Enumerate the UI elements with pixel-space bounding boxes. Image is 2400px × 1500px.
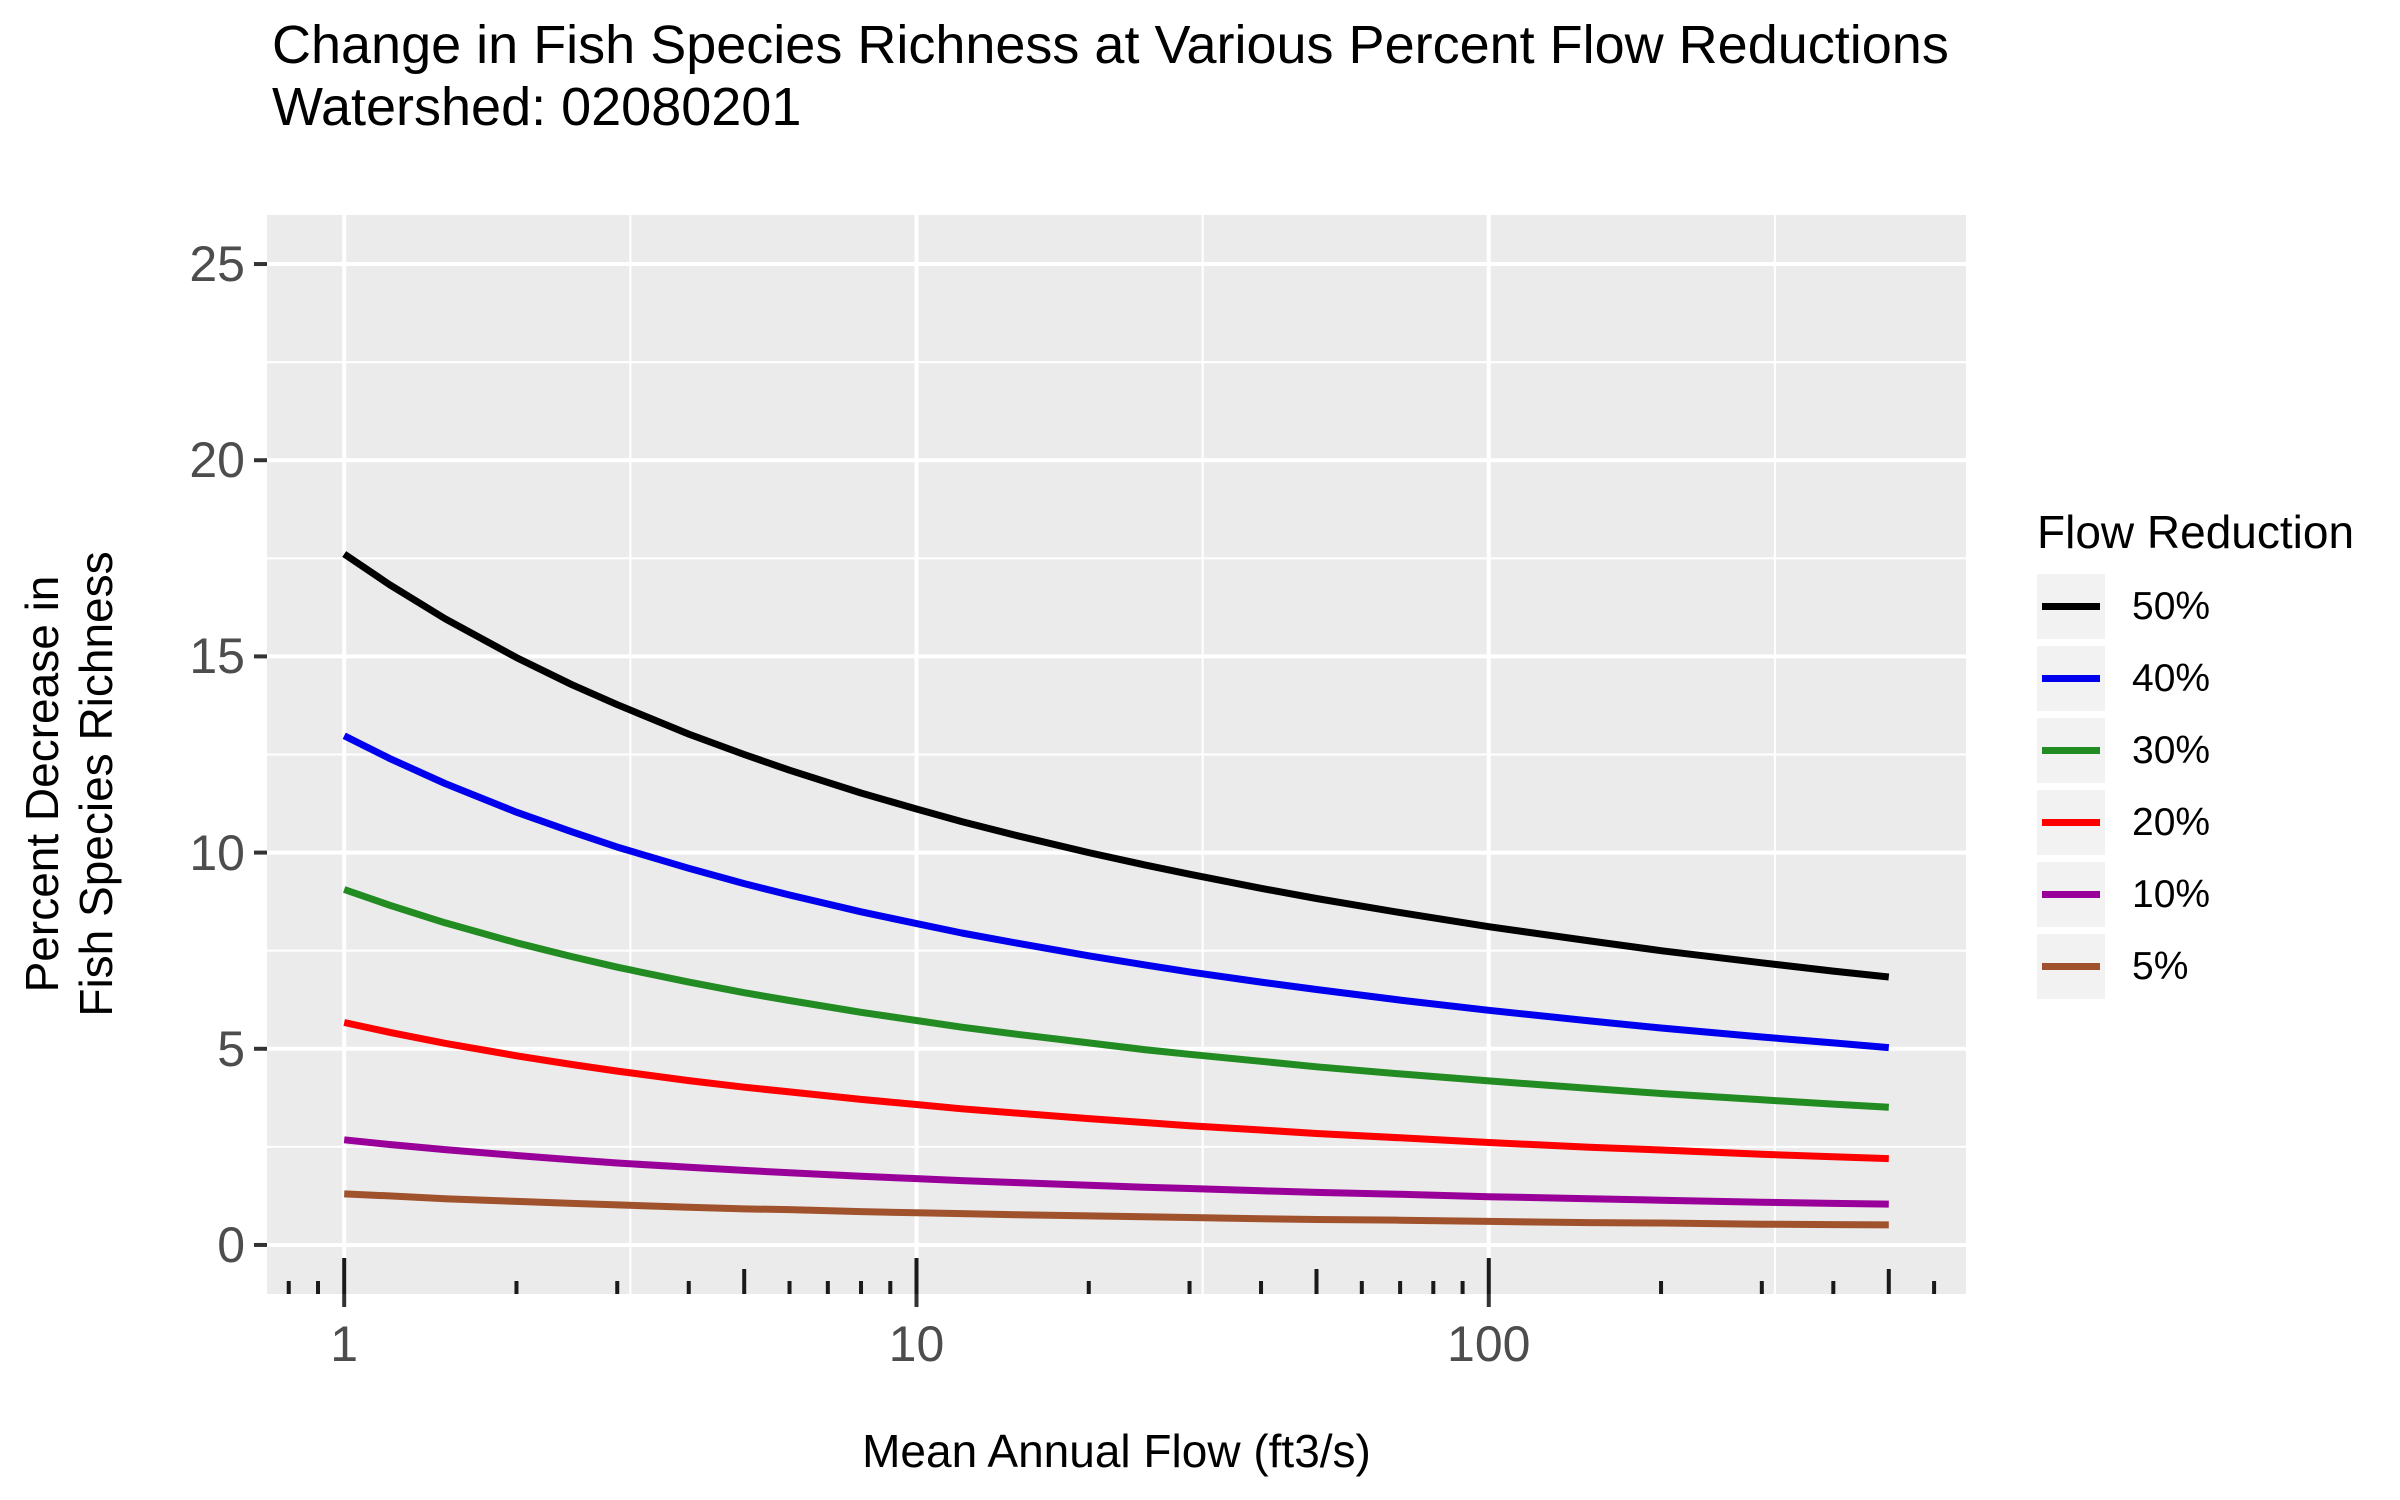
legend-title: Flow Reduction <box>2037 506 2355 558</box>
legend-items: 50% 40% 30% 20% 10% 5% <box>2037 574 2354 999</box>
x-tick-label-100: 100 <box>1447 1316 1531 1372</box>
legend-row-20%: 20% <box>2037 790 2354 855</box>
legend-label-20%: 20% <box>2132 800 2211 844</box>
x-tick-label-10: 10 <box>888 1316 945 1372</box>
series-line-20% <box>343 1019 1889 1163</box>
y-axis-title: Percent Decrease in Fish Species Richnes… <box>15 384 125 1184</box>
legend-label-10%: 10% <box>2132 872 2211 916</box>
legend-label-40%: 40% <box>2132 656 2211 700</box>
legend: Flow Reduction 50% 40% 30% 20% 10% 5% <box>2037 506 2354 1006</box>
legend-key-10% <box>2037 862 2105 927</box>
y-tick-label-25: 25 <box>189 236 245 293</box>
y-tick-label-20: 20 <box>189 432 245 489</box>
chart-title: Change in Fish Species Richness at Vario… <box>272 15 1949 75</box>
legend-label-30%: 30% <box>2132 728 2211 772</box>
legend-key-line-20% <box>2042 819 2100 826</box>
y-tick-label-5: 5 <box>217 1020 245 1077</box>
legend-row-30%: 30% <box>2037 718 2354 783</box>
legend-key-40% <box>2037 646 2105 711</box>
legend-key-20% <box>2037 790 2105 855</box>
legend-key-line-30% <box>2042 747 2100 754</box>
x-axis-title: Mean Annual Flow (ft3/s) <box>862 1425 1371 1477</box>
chart-subtitle-watershed: Watershed: 02080201 <box>272 77 802 137</box>
y-axis-title-line1: Percent Decrease in <box>16 575 68 993</box>
legend-row-40%: 40% <box>2037 646 2354 711</box>
legend-key-30% <box>2037 718 2105 783</box>
x-tick-label-1: 1 <box>330 1316 359 1372</box>
legend-key-line-40% <box>2042 675 2100 682</box>
series-line-30% <box>343 886 1889 1111</box>
series-line-40% <box>342 732 1890 1052</box>
y-tick-label-0: 0 <box>217 1216 245 1273</box>
legend-row-5%: 5% <box>2037 934 2354 999</box>
y-tick-label-15: 15 <box>189 628 245 685</box>
legend-key-line-50% <box>2042 603 2100 610</box>
legend-key-line-10% <box>2042 891 2100 898</box>
legend-label-5%: 5% <box>2132 944 2189 988</box>
legend-key-50% <box>2037 574 2105 639</box>
legend-key-line-5% <box>2042 963 2100 970</box>
series-line-10% <box>343 1136 1889 1208</box>
y-tick-label-10: 10 <box>189 824 245 881</box>
legend-row-50%: 50% <box>2037 574 2354 639</box>
series-line-5% <box>344 1190 1889 1229</box>
series-line-50% <box>342 551 1890 981</box>
y-axis-title-line2: Fish Species Richness <box>70 551 122 1017</box>
legend-label-50%: 50% <box>2132 584 2211 628</box>
legend-row-10%: 10% <box>2037 862 2354 927</box>
legend-key-5% <box>2037 934 2105 999</box>
